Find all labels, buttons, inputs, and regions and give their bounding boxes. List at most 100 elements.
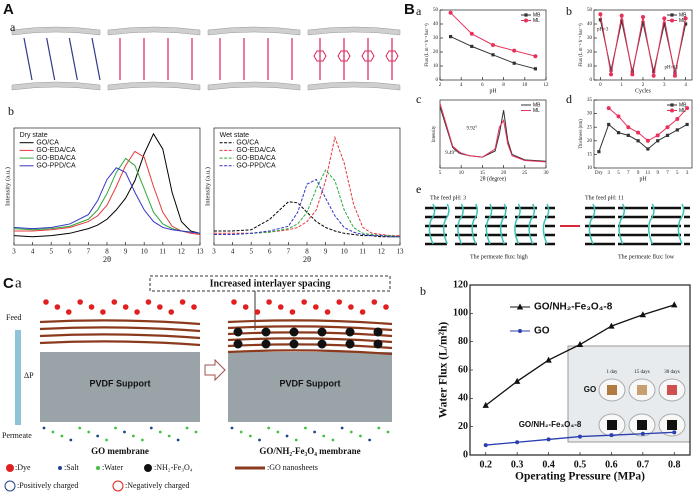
legend-label: GO-EDA/CA [36,147,76,154]
x-tick-label: 7 [627,171,630,176]
legend-label: :Water [102,463,123,472]
data-point [652,70,656,74]
series-line [14,150,201,235]
x-tick-label: 7 [87,248,91,256]
data-point [449,35,453,39]
go-nanosheet [227,343,393,350]
water-dot [123,430,126,434]
data-point [546,437,551,442]
y-tick-label: 35 [587,98,593,103]
annotation: pH=11 [665,66,679,71]
panel-label: b [8,104,14,118]
pvdf-support [40,352,200,422]
y-tick-label: 20 [433,50,439,55]
x-tick-label: 30 [544,171,550,176]
legend-marker [670,108,674,113]
series-line [214,169,401,238]
series-line [450,12,536,57]
panel-label: a [416,4,422,18]
dye-dot [43,299,49,305]
series-line [13,157,201,234]
legend-label: :NH₂-Fe₃O₄ [154,463,193,472]
caption: GO/NH₂-Fe₃O₄ membrane [259,446,360,456]
x-tick-label: 4 [684,83,687,88]
dye-dot [336,299,343,305]
water-dot [78,426,82,430]
x-tick-label: 10 [459,171,465,176]
x-tick-label: 6 [68,248,72,256]
data-point [597,150,601,154]
label: Permeate [2,431,32,440]
dye-dot [313,304,319,310]
legend-label: GO-BDA/CA [236,155,276,162]
water-dot [267,426,271,430]
data-point [673,71,677,75]
x-tick-label: 8 [305,248,309,256]
water-dot [114,426,117,430]
pvdf-support [228,352,392,422]
data-point [651,73,656,78]
dye-dot [77,299,83,305]
legend-glyph [96,466,100,470]
water-flow [677,203,685,245]
panel-label: d [566,92,572,106]
legend-label: ML [533,18,540,24]
plot-frame [593,99,693,169]
x-tick-label: 9 [637,171,640,176]
x-tick-label: 12 [544,83,550,88]
legend-title: Wet state [220,132,250,139]
membrane-sample [637,420,647,430]
data-point [672,430,677,435]
y-tick-label: 80 [458,336,468,347]
go-nanosheet [227,337,393,344]
data-point [671,301,678,308]
data-point [646,147,650,151]
x-axis-label: pH [489,88,496,94]
data-point [619,13,624,18]
fe3o4-particle [345,339,355,349]
y-axis-label: Thickness (nm) [579,119,584,149]
legend-marker [670,13,674,17]
x-tick-label: 6 [481,83,484,88]
y-tick-label: 20 [587,50,593,55]
y-tick-label: 10 [433,64,439,69]
legend-label: GO-EDA/CA [236,147,276,154]
x-axis-label: pH [639,176,646,182]
x-tick-label: 3 [12,248,16,256]
data-point [545,356,552,363]
y-axis-label: Flux (L m⁻² h⁻¹ bar⁻¹) [578,23,584,67]
panel-label: b [566,4,572,18]
panel-label: e [416,182,421,196]
y-tick-label: 30 [433,36,439,41]
x-tick-label: 10 [341,248,349,256]
benzene-ring [313,50,327,62]
dye-dot [242,304,249,310]
data-point [645,138,650,143]
water-dot [176,438,180,442]
data-point [533,54,538,59]
x-tick-label: 3 [686,171,689,176]
annotation: 9.92° [467,127,478,132]
legend-label: GO-BDA/CA [36,155,76,162]
legend-marker [524,13,528,17]
data-point [675,117,680,122]
legend-label: MB [679,102,687,108]
x-tick-label: 9 [656,171,659,176]
dye-dot [359,309,366,315]
annotation: The feed pH: 11 [585,194,624,201]
legend-title: Dry state [20,132,48,139]
dye-dot [111,299,118,305]
data-point [656,139,660,143]
water-dot [60,434,64,438]
data-point [639,311,647,318]
benzene-ring [337,50,351,62]
legend-label: MB [679,12,687,18]
legend-label: ML [533,108,540,114]
x-tick-label: 3 [607,171,610,176]
x-tick-label: 1 [620,83,623,88]
membrane-sample [667,420,677,430]
x-tick-label: 0.4 [542,459,555,470]
legend-label: GO/NH₂-Fe₃O₄-8 [534,302,613,313]
dye-dot [371,299,378,305]
